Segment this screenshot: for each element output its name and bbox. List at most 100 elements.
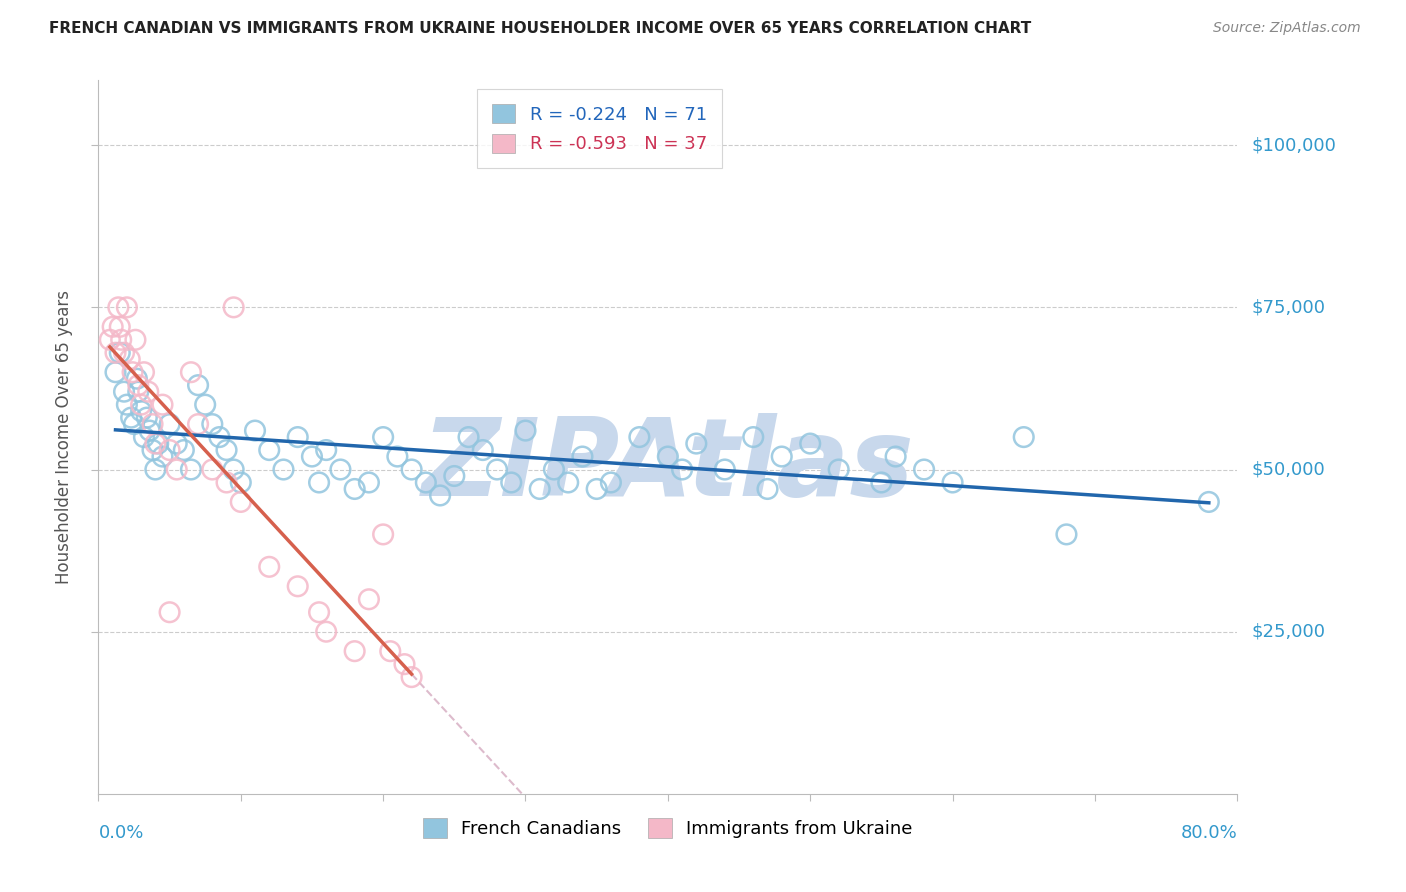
Point	[380, 644, 402, 658]
Point	[136, 384, 159, 399]
Text: $75,000: $75,000	[1251, 298, 1326, 317]
Point	[308, 475, 330, 490]
Point	[229, 495, 252, 509]
Text: Source: ZipAtlas.com: Source: ZipAtlas.com	[1213, 21, 1361, 35]
Point	[243, 424, 266, 438]
Point	[515, 424, 537, 438]
Point	[557, 475, 579, 490]
Point	[187, 417, 209, 431]
Point	[104, 365, 127, 379]
Point	[415, 475, 437, 490]
Point	[229, 475, 252, 490]
Point	[152, 450, 174, 464]
Point	[799, 436, 821, 450]
Point	[501, 475, 523, 490]
Point	[104, 345, 127, 359]
Point	[201, 462, 224, 476]
Point	[141, 443, 163, 458]
Point	[166, 436, 188, 450]
Point	[124, 333, 146, 347]
Point	[308, 605, 330, 619]
Text: $25,000: $25,000	[1251, 623, 1326, 640]
Point	[127, 384, 149, 399]
Point	[287, 430, 309, 444]
Point	[685, 436, 707, 450]
Point	[543, 462, 565, 476]
Point	[166, 462, 188, 476]
Point	[132, 365, 155, 379]
Point	[145, 462, 167, 476]
Point	[259, 443, 281, 458]
Point	[127, 378, 149, 392]
Point	[585, 482, 607, 496]
Point	[122, 417, 145, 431]
Text: ZIPAtlas: ZIPAtlas	[422, 413, 914, 518]
Point	[215, 475, 238, 490]
Point	[112, 345, 135, 359]
Text: $100,000: $100,000	[1251, 136, 1336, 154]
Point	[287, 579, 309, 593]
Point	[148, 436, 170, 450]
Point	[828, 462, 851, 476]
Point	[208, 430, 231, 444]
Point	[329, 462, 352, 476]
Point	[173, 443, 195, 458]
Point	[145, 436, 167, 450]
Point	[187, 378, 209, 392]
Point	[222, 462, 245, 476]
Point	[301, 450, 323, 464]
Point	[529, 482, 551, 496]
Point	[108, 345, 131, 359]
Point	[159, 443, 181, 458]
Point	[401, 670, 423, 684]
Point	[180, 365, 202, 379]
Point	[141, 417, 163, 431]
Point	[357, 475, 380, 490]
Legend: French Canadians, Immigrants from Ukraine: French Canadians, Immigrants from Ukrain…	[416, 811, 920, 846]
Point	[714, 462, 737, 476]
Y-axis label: Householder Income Over 65 years: Householder Income Over 65 years	[55, 290, 73, 584]
Point	[201, 417, 224, 431]
Point	[115, 301, 138, 315]
Point	[108, 319, 131, 334]
Point	[756, 482, 779, 496]
Point	[457, 430, 479, 444]
Point	[443, 469, 465, 483]
Point	[101, 319, 124, 334]
Point	[129, 398, 152, 412]
Point	[1056, 527, 1078, 541]
Point	[132, 430, 155, 444]
Text: $50,000: $50,000	[1251, 460, 1324, 478]
Point	[112, 384, 135, 399]
Point	[259, 559, 281, 574]
Point	[1198, 495, 1220, 509]
Point	[1012, 430, 1035, 444]
Point	[657, 450, 679, 464]
Point	[135, 410, 157, 425]
Point	[371, 527, 394, 541]
Point	[215, 443, 238, 458]
Point	[471, 443, 494, 458]
Point	[401, 462, 423, 476]
Point	[110, 333, 132, 347]
Point	[571, 450, 593, 464]
Point	[129, 404, 152, 418]
Point	[273, 462, 295, 476]
Point	[159, 605, 181, 619]
Point	[429, 488, 451, 502]
Text: 0.0%: 0.0%	[98, 824, 143, 842]
Point	[870, 475, 893, 490]
Point	[125, 372, 148, 386]
Point	[107, 301, 129, 315]
Text: FRENCH CANADIAN VS IMMIGRANTS FROM UKRAINE HOUSEHOLDER INCOME OVER 65 YEARS CORR: FRENCH CANADIAN VS IMMIGRANTS FROM UKRAI…	[49, 21, 1032, 36]
Point	[387, 450, 409, 464]
Point	[159, 417, 181, 431]
Point	[194, 398, 217, 412]
Point	[152, 398, 174, 412]
Point	[115, 398, 138, 412]
Point	[912, 462, 935, 476]
Point	[742, 430, 765, 444]
Point	[315, 443, 337, 458]
Point	[884, 450, 907, 464]
Point	[315, 624, 337, 639]
